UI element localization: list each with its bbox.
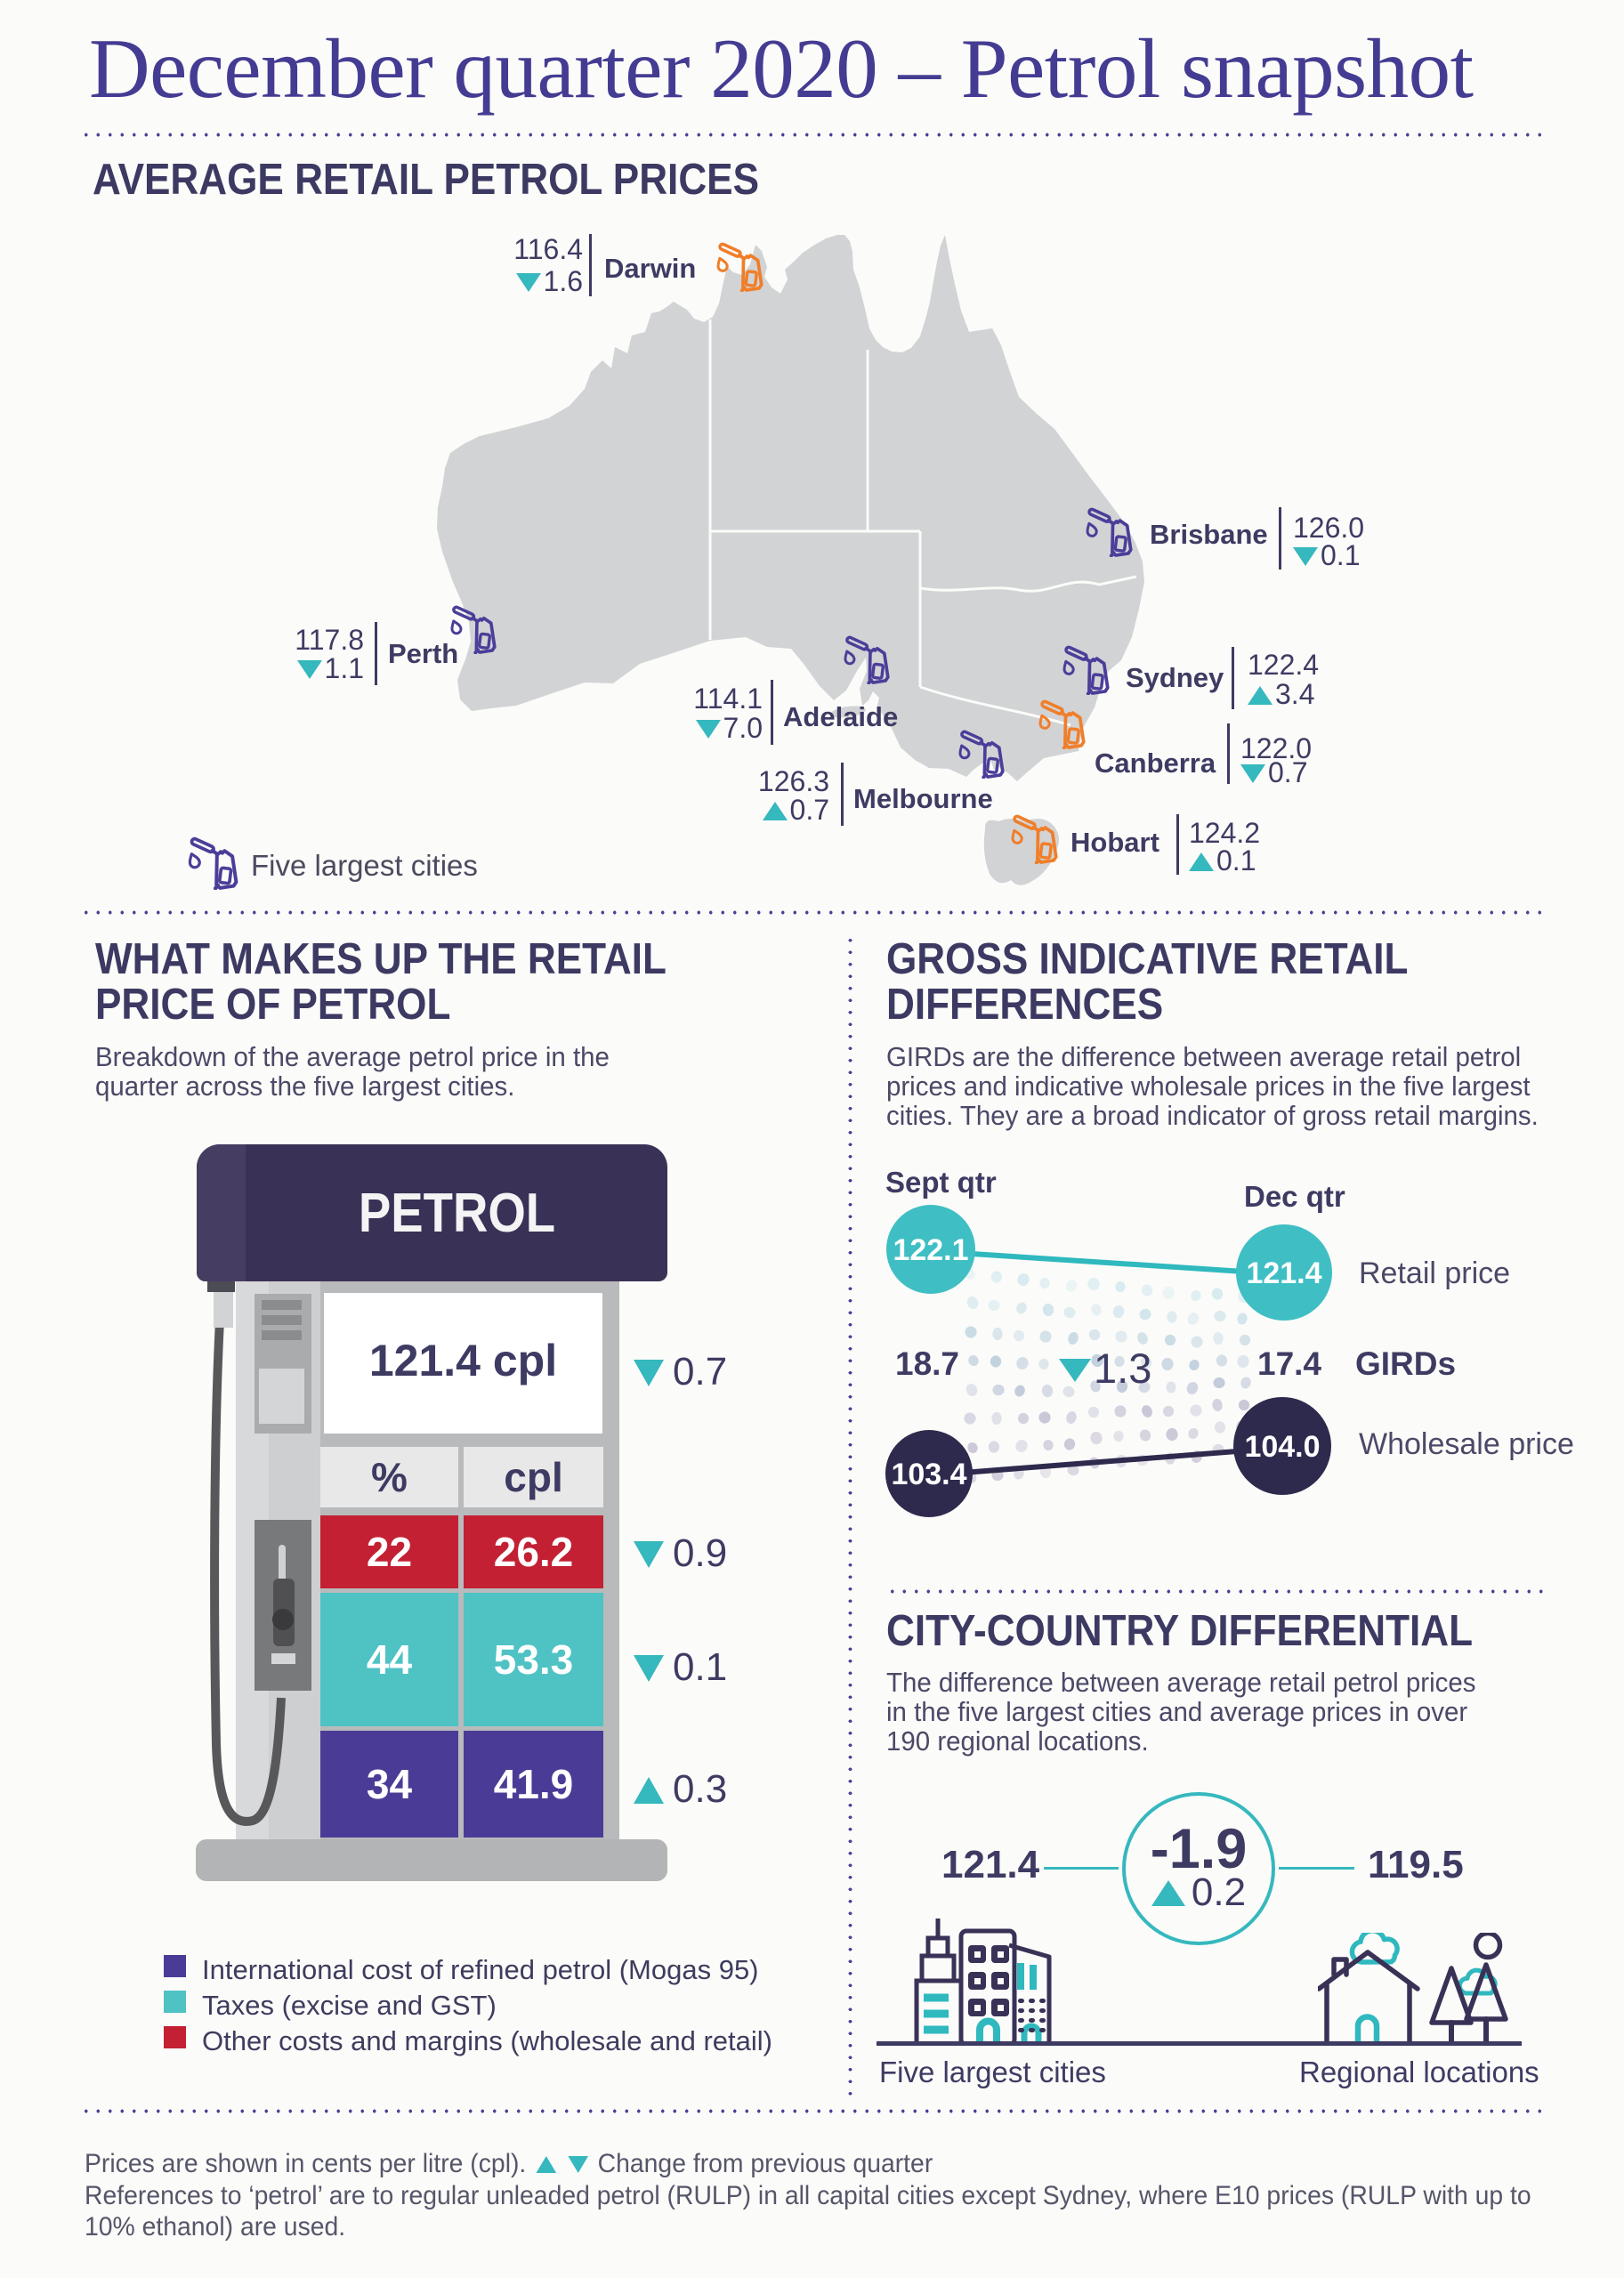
svg-text:103.4: 103.4 xyxy=(891,1458,966,1491)
svg-text:121.4: 121.4 xyxy=(1246,1256,1321,1290)
svg-text:104.0: 104.0 xyxy=(1244,1430,1320,1464)
svg-text:122.1: 122.1 xyxy=(893,1233,968,1267)
